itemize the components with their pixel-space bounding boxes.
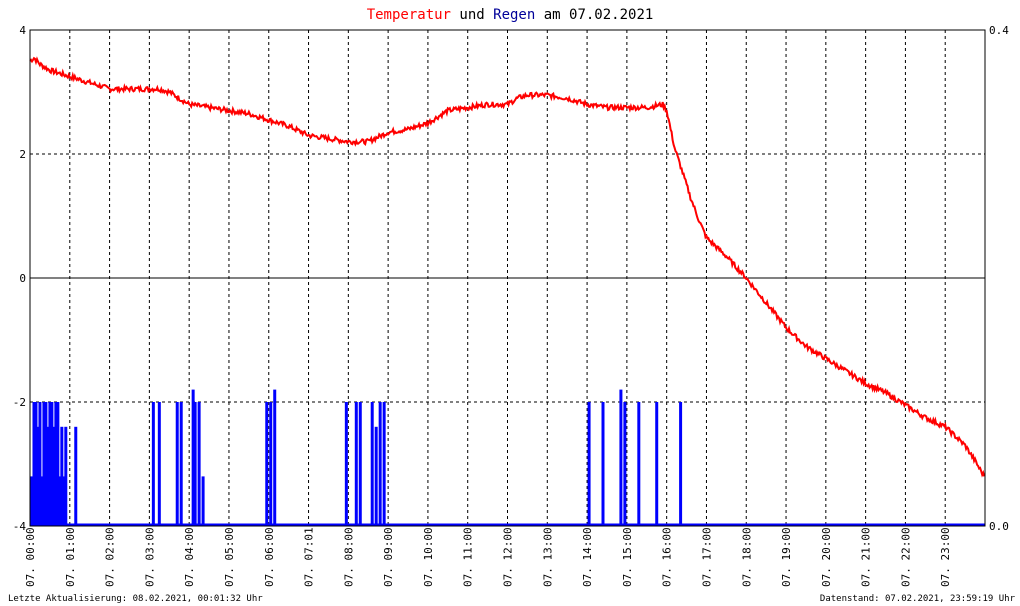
rain-bar (54, 402, 58, 526)
x-tick-label: 07. 23:00 (939, 527, 952, 587)
rain-bar (38, 402, 42, 526)
x-tick-label: 07. 16:00 (661, 527, 674, 587)
y-tick-label: 4 (19, 24, 26, 37)
y-tick-label: 0 (19, 272, 26, 285)
rain-bar (34, 402, 38, 526)
rain-bar (601, 402, 605, 526)
x-tick-label: 07. 09:00 (382, 527, 395, 587)
rain-bar (269, 402, 273, 526)
rain-bar (619, 389, 623, 526)
footer-data-status: Datenstand: 07.02.2021, 23:59:19 Uhr (820, 594, 1016, 604)
rain-bar (273, 389, 277, 526)
rain-bar (50, 402, 54, 526)
rain-bar (201, 476, 205, 526)
x-tick-label: 07. 01:00 (64, 527, 77, 587)
rain-bar (587, 402, 591, 526)
rain-bar (265, 402, 269, 526)
rain-bar (175, 402, 179, 526)
x-tick-label: 07. 08:00 (342, 527, 355, 587)
x-tick-label: 07. 13:00 (541, 527, 554, 587)
rain-bar (637, 402, 641, 526)
rain-bar (197, 402, 201, 526)
rain-bar (623, 402, 627, 526)
x-tick-label: 07. 05:00 (223, 527, 236, 587)
chart-title: Temperatur und Regen am 07.02.2021 (367, 7, 654, 23)
x-tick-label: 07. 14:00 (581, 527, 594, 587)
rain-bar (40, 476, 44, 526)
rain-bar (374, 426, 378, 526)
rain-bar (58, 476, 62, 526)
x-tick-label: 07. 17:00 (700, 527, 713, 587)
x-axis-labels: 07. 00:00 07. 01:00 07. 02:00 07. 03:00 07. … (24, 527, 952, 587)
rain-bar (354, 402, 358, 526)
rain-bar (62, 476, 66, 526)
plot-frame (29, 29, 986, 527)
temperature-line (29, 56, 986, 478)
title-date: am 07.02.2021 (535, 7, 653, 23)
x-tick-label: 07. 11:00 (462, 527, 475, 587)
x-tick-label: 07. 12:00 (502, 527, 515, 587)
chart-grid (30, 30, 985, 526)
rain-bar (48, 402, 52, 526)
x-tick-label: 07. 10:00 (422, 527, 435, 587)
title-and: und (451, 7, 493, 23)
x-tick-label: 07. 06:00 (263, 527, 276, 587)
rain-bar (74, 426, 78, 526)
y-tick-label: 2 (19, 148, 26, 161)
x-tick-label: 07. 02:00 (104, 527, 117, 587)
rain-bar (382, 402, 386, 526)
rain-series (30, 389, 985, 527)
rain-bar (30, 476, 34, 526)
y2-tick-label: 0.4 (989, 24, 1009, 37)
y-tick-label: -4 (13, 520, 27, 533)
rain-bar (151, 402, 155, 526)
rain-bar (191, 389, 195, 526)
rain-bar (52, 426, 56, 526)
rain-bar (36, 426, 40, 526)
rain-bar (32, 402, 36, 526)
rain-bar (60, 426, 64, 526)
x-tick-label: 07. 21:00 (860, 527, 873, 587)
rain-bar (679, 402, 683, 526)
rain-bar (44, 402, 48, 526)
title-rain: Regen (493, 7, 535, 23)
rain-bar (358, 402, 362, 526)
y2-tick-label: 0.0 (989, 520, 1009, 533)
x-tick-label: 07. 04:00 (183, 527, 196, 587)
x-tick-label: 07. 19:00 (780, 527, 793, 587)
rain-bar (179, 402, 183, 526)
rain-bar (46, 426, 50, 526)
rain-bar (370, 402, 374, 526)
rain-bar (344, 402, 348, 526)
rain-bar (655, 402, 659, 526)
x-tick-label: 07. 03:00 (143, 527, 156, 587)
rain-bar (157, 402, 161, 526)
y-tick-label: -2 (13, 396, 26, 409)
x-tick-label: 07. 00:00 (24, 527, 37, 587)
rain-bar (56, 402, 60, 526)
rain-bar (378, 402, 382, 526)
title-temperature: Temperatur (367, 7, 451, 23)
rain-bar (42, 402, 46, 526)
rain-bar (193, 402, 197, 526)
x-tick-label: 07. 07:01 (303, 527, 316, 587)
x-tick-label: 07. 18:00 (740, 527, 753, 587)
x-tick-label: 07. 20:00 (820, 527, 833, 587)
rain-bar (64, 426, 68, 526)
x-tick-label: 07. 15:00 (621, 527, 634, 587)
footer-last-update: Letzte Aktualisierung: 08.02.2021, 00:01… (8, 594, 263, 604)
y-axis-labels: 4 2 0 -2 -4 0.4 0.0 (13, 24, 1009, 533)
x-tick-label: 07. 22:00 (899, 527, 912, 587)
